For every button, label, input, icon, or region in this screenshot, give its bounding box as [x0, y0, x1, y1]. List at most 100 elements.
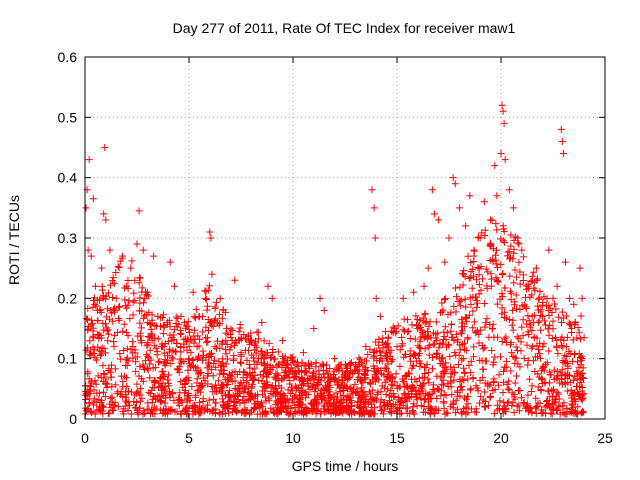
data-point — [477, 326, 485, 334]
data-point — [559, 150, 567, 158]
data-point — [268, 294, 276, 302]
data-point — [467, 268, 475, 276]
data-point — [100, 210, 108, 218]
data-point — [537, 326, 545, 334]
data-point — [139, 410, 147, 418]
data-point — [504, 385, 512, 393]
data-point — [101, 392, 109, 400]
data-point — [442, 391, 450, 399]
data-point — [161, 399, 169, 407]
data-point — [168, 405, 176, 413]
data-point — [461, 272, 469, 280]
data-point — [122, 362, 130, 370]
data-point — [503, 380, 511, 388]
data-point — [123, 382, 131, 390]
data-point — [207, 234, 215, 242]
data-point — [344, 375, 352, 383]
data-point — [539, 312, 547, 320]
data-point — [500, 119, 508, 127]
data-point — [275, 382, 283, 390]
data-point — [495, 371, 503, 379]
data-point — [470, 343, 478, 351]
data-point — [493, 277, 501, 285]
data-point — [248, 380, 256, 388]
data-point — [447, 309, 455, 317]
data-point — [538, 367, 546, 375]
data-point — [384, 360, 392, 368]
data-point — [247, 389, 255, 397]
data-point — [533, 275, 541, 283]
data-point — [302, 394, 310, 402]
data-point — [293, 358, 301, 366]
data-point — [219, 381, 227, 389]
data-point — [514, 386, 522, 394]
data-point — [251, 341, 259, 349]
data-point — [509, 353, 517, 361]
data-point — [552, 392, 560, 400]
data-point — [426, 318, 434, 326]
data-point — [249, 368, 257, 376]
data-point — [443, 329, 451, 337]
data-point — [565, 372, 573, 380]
data-point — [402, 405, 410, 413]
data-point — [508, 321, 516, 329]
data-point — [553, 282, 561, 290]
data-point — [158, 409, 166, 417]
data-point — [537, 387, 545, 395]
data-point — [123, 345, 131, 353]
data-point — [258, 348, 266, 356]
data-point — [517, 338, 525, 346]
data-point — [528, 291, 536, 299]
data-point — [391, 392, 399, 400]
data-point — [86, 337, 94, 345]
data-point — [150, 342, 158, 350]
data-point — [138, 394, 146, 402]
data-point — [146, 374, 154, 382]
data-point — [478, 229, 486, 237]
data-point — [331, 355, 339, 363]
data-point — [425, 379, 433, 387]
data-point — [578, 294, 586, 302]
data-point — [518, 323, 526, 331]
data-point — [401, 350, 409, 358]
data-point — [421, 310, 429, 318]
data-point — [511, 298, 519, 306]
data-point — [206, 228, 214, 236]
data-point — [383, 339, 391, 347]
data-point — [161, 373, 169, 381]
data-point — [506, 255, 514, 263]
data-point — [569, 376, 577, 384]
data-point — [98, 282, 106, 290]
data-point — [563, 404, 571, 412]
data-point — [501, 363, 509, 371]
data-point — [125, 297, 133, 305]
data-point — [496, 295, 504, 303]
data-point — [307, 360, 315, 368]
data-point — [245, 382, 253, 390]
data-point — [462, 404, 470, 412]
data-point — [439, 361, 447, 369]
data-point — [488, 325, 496, 333]
data-point — [433, 385, 441, 393]
data-point — [208, 321, 216, 329]
data-point — [340, 405, 348, 413]
data-point — [376, 403, 384, 411]
data-point — [452, 284, 460, 292]
data-point — [219, 338, 227, 346]
data-point — [573, 334, 581, 342]
data-point — [533, 276, 541, 284]
data-point — [577, 379, 585, 387]
data-point — [393, 382, 401, 390]
data-point — [261, 408, 269, 416]
data-point — [250, 357, 258, 365]
data-point — [237, 352, 245, 360]
data-point — [195, 352, 203, 360]
data-point — [187, 362, 195, 370]
data-point — [503, 357, 511, 365]
data-point — [324, 369, 332, 377]
data-point — [331, 375, 339, 383]
data-point — [89, 320, 97, 328]
data-point — [316, 294, 324, 302]
data-point — [441, 295, 449, 303]
data-point — [157, 375, 165, 383]
